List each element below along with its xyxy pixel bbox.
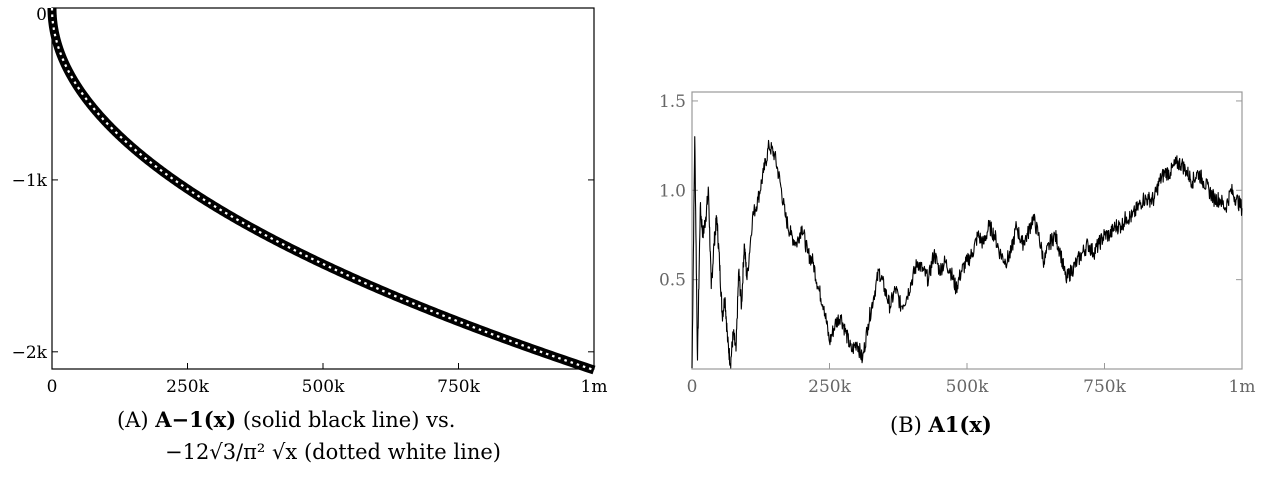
- panel-b-y-ticks: 0.5 1.0 1.5: [659, 92, 1242, 291]
- panel-a-y-tick-label: 0: [36, 5, 47, 25]
- panel-b-x-tick-label: 250k: [808, 377, 851, 397]
- panel-b-y-tick-label: 0.5: [659, 271, 686, 291]
- panel-a-caption-math: A−1(x): [155, 407, 237, 432]
- panel-b-series-line: [691, 136, 1243, 369]
- panel-b-chart: 0.5 1.0 1.5 0 250k 500k 750k 1m: [659, 91, 1256, 397]
- panel-a-chart: 0 −1k −2k 0 250k 500k 750k 1m: [12, 5, 608, 397]
- panel-b-caption-tag: (B): [890, 413, 922, 437]
- panel-a-x-tick-label: 500k: [302, 377, 345, 397]
- panel-b-y-tick-label: 1.5: [659, 92, 686, 112]
- panel-b-x-tick-label: 1m: [1229, 377, 1256, 397]
- panel-a-x-tick-label: 750k: [437, 377, 480, 397]
- panel-a-caption-line2: −12√3/π² √x (dotted white line): [165, 440, 501, 464]
- panel-a-y-tick-label: −1k: [12, 171, 48, 191]
- panel-a-y-ticks: 0 −1k −2k: [12, 5, 594, 363]
- panel-a-frame: [51, 7, 595, 370]
- panel-b-frame: [691, 91, 1243, 370]
- panel-b-x-ticks: 0 250k 500k 750k 1m: [687, 363, 1256, 397]
- panel-a-x-tick-label: 250k: [166, 377, 209, 397]
- panel-b-caption-math: A1(x): [928, 412, 992, 437]
- panel-a-caption-text2: (dotted white line): [303, 440, 501, 464]
- panel-a-caption-formula: −12√3/π² √x: [165, 440, 298, 464]
- panel-b-caption: (B) A1(x): [890, 412, 992, 437]
- panel-b-x-tick-label: 500k: [946, 377, 989, 397]
- panel-a-series-solid-black: [47, 8, 596, 375]
- panel-b-y-tick-label: 1.0: [659, 181, 686, 201]
- panel-a-series-dotted-white: [50, 8, 595, 372]
- panel-a-y-tick-label: −2k: [12, 343, 48, 363]
- panel-b-x-tick-label: 750k: [1083, 377, 1126, 397]
- panel-a-x-tick-label: 0: [47, 377, 58, 397]
- panel-a-caption-tag: (A): [117, 408, 149, 432]
- panel-a-x-ticks: 0 250k 500k 750k 1m: [47, 363, 608, 397]
- panel-a-caption-text1: (solid black line) vs.: [242, 408, 456, 432]
- panel-a-caption-line1: (A) A−1(x) (solid black line) vs.: [117, 407, 455, 432]
- panel-a-x-tick-label: 1m: [581, 377, 608, 397]
- panel-b-x-tick-label: 0: [687, 377, 698, 397]
